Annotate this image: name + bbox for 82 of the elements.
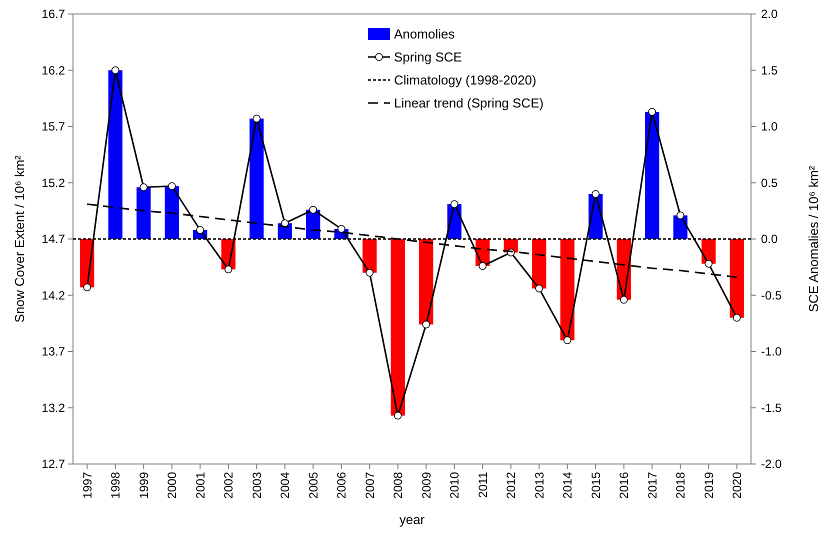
point bbox=[450, 200, 458, 208]
x-tick-label: 2017 bbox=[645, 472, 660, 499]
point bbox=[168, 182, 176, 190]
x-tick-label: 2015 bbox=[588, 472, 603, 499]
y-tick-label: 12.7 bbox=[42, 457, 66, 472]
point bbox=[337, 224, 346, 233]
point bbox=[196, 226, 204, 234]
bar bbox=[419, 239, 434, 324]
x-tick-label: 2006 bbox=[334, 472, 349, 499]
bar bbox=[136, 187, 151, 239]
bar bbox=[164, 186, 179, 239]
point bbox=[563, 336, 572, 344]
y2-tick-label: -0.5 bbox=[761, 288, 782, 302]
legend-label: Climatology (1998-2020) bbox=[394, 72, 536, 88]
y2-tick-label: 0.0 bbox=[761, 232, 778, 246]
point bbox=[140, 183, 148, 192]
x-tick-label: 2000 bbox=[165, 472, 180, 499]
x-tick-label: 2019 bbox=[702, 472, 716, 499]
x-tick-label: 1999 bbox=[136, 472, 151, 499]
x-tick-label: 2003 bbox=[250, 472, 264, 499]
x-tick-label: 2004 bbox=[278, 472, 292, 499]
point bbox=[732, 314, 741, 322]
y2-tick-label: 0.5 bbox=[761, 176, 778, 190]
x-axis-title: year bbox=[399, 512, 426, 527]
bar bbox=[390, 239, 405, 416]
x-tick-label: 2005 bbox=[306, 472, 320, 499]
y-tick-label: 14.7 bbox=[42, 232, 66, 246]
y2-tick-label: 2.0 bbox=[761, 7, 778, 22]
x-tick-label: 2011 bbox=[476, 472, 490, 498]
x-tick-label: 1998 bbox=[108, 472, 123, 499]
bar bbox=[532, 239, 546, 288]
point bbox=[704, 260, 713, 268]
point bbox=[224, 265, 232, 274]
y2-axis-title: SCE Anomalies / 10⁶ km² bbox=[806, 165, 821, 312]
x-tick-label: 2016 bbox=[617, 472, 632, 499]
y2-tick-label: -1.0 bbox=[761, 344, 782, 359]
bar bbox=[108, 70, 122, 239]
point bbox=[394, 412, 402, 420]
legend-label: Spring SCE bbox=[394, 50, 462, 65]
point bbox=[535, 284, 544, 292]
bar bbox=[560, 239, 574, 340]
x-tick-label: 2008 bbox=[391, 472, 406, 499]
point bbox=[620, 296, 628, 304]
point bbox=[676, 211, 684, 220]
y-axis-title: Snow Cover Extent / 10⁶ km² bbox=[12, 154, 27, 323]
x-tick-label: 2020 bbox=[730, 472, 744, 499]
point bbox=[648, 108, 656, 116]
y-tick-label: 15.2 bbox=[42, 176, 66, 190]
x-tick-label: 2012 bbox=[504, 472, 518, 499]
y2-tick-label: 1.5 bbox=[761, 63, 778, 78]
y-tick-label: 16.7 bbox=[42, 7, 66, 22]
point bbox=[83, 283, 92, 292]
point bbox=[422, 320, 430, 328]
bar bbox=[362, 239, 377, 273]
bar bbox=[250, 118, 264, 239]
y2-tick-label: -2.0 bbox=[761, 457, 782, 472]
x-tick-label: 2009 bbox=[419, 472, 434, 499]
point bbox=[252, 114, 261, 123]
point bbox=[309, 206, 318, 214]
y-tick-label: 13.2 bbox=[42, 400, 66, 415]
y-tick-label: 16.2 bbox=[42, 63, 66, 78]
point bbox=[592, 190, 600, 198]
point bbox=[111, 66, 120, 74]
x-tick-label: 2014 bbox=[560, 472, 575, 499]
x-tick-label: 2007 bbox=[362, 472, 377, 499]
x-tick-label: 2001 bbox=[193, 472, 208, 499]
x-tick-label: 2013 bbox=[532, 472, 546, 499]
y2-tick-label: -1.5 bbox=[761, 400, 782, 415]
legend-label: Linear trend (Spring SCE) bbox=[394, 96, 544, 111]
y-tick-label: 15.7 bbox=[42, 120, 66, 134]
y-tick-label: 14.2 bbox=[42, 288, 66, 302]
y2-tick-label: 1.0 bbox=[761, 120, 778, 134]
x-tick-label: 1997 bbox=[80, 472, 94, 499]
bar bbox=[730, 239, 744, 318]
bar bbox=[645, 112, 660, 239]
x-tick-label: 2010 bbox=[448, 472, 462, 499]
point bbox=[478, 262, 487, 270]
point bbox=[366, 268, 374, 277]
x-tick-label: 2018 bbox=[674, 472, 688, 499]
legend-label: Anomolies bbox=[394, 26, 456, 42]
x-tick-label: 2002 bbox=[222, 472, 236, 499]
y-tick-label: 13.7 bbox=[42, 344, 66, 359]
